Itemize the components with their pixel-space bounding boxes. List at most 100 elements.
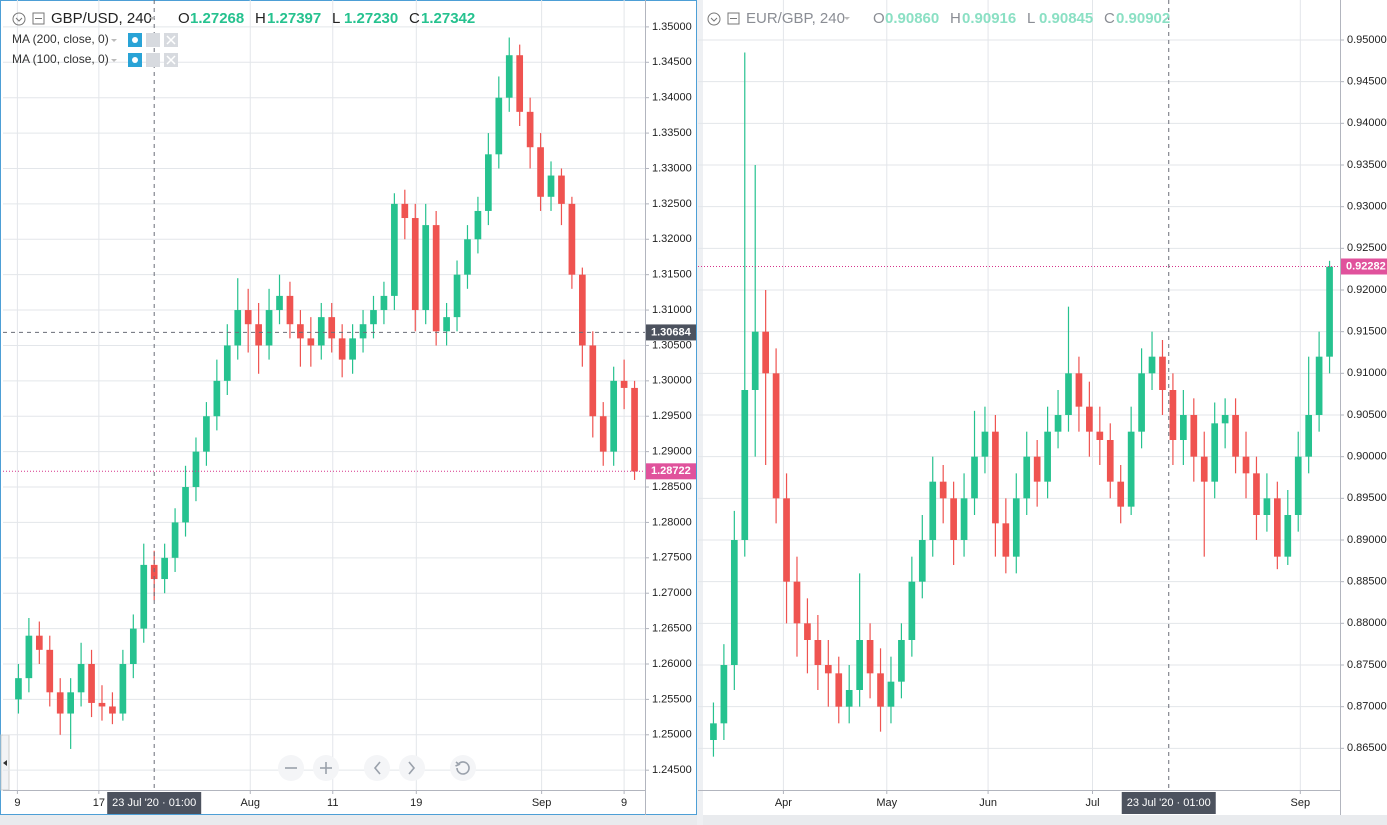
- indicator-dropdown: [111, 39, 117, 42]
- x-tick-label: Aug: [240, 797, 260, 809]
- y-tick-label: 0.88000: [1347, 617, 1387, 629]
- scroll-arrow[interactable]: [3, 760, 7, 766]
- indicator-settings[interactable]: [146, 53, 160, 67]
- crosshair-time-label: 23 Jul '20 · 01:00: [1127, 797, 1211, 809]
- indicator-remove-x: [166, 35, 176, 45]
- candle-body: [1044, 431, 1051, 482]
- candle-body: [443, 317, 450, 332]
- candle-body: [866, 640, 874, 674]
- indicator-remove-x: [166, 55, 176, 65]
- candle-body: [370, 310, 377, 325]
- symbol-menu-icon[interactable]: [12, 12, 26, 26]
- candle-body: [286, 295, 294, 325]
- candle-body: [877, 673, 884, 707]
- indicator-visibility-eye: [132, 37, 138, 43]
- candle-body: [631, 387, 638, 472]
- crosshair-time-box: [1121, 792, 1216, 814]
- candle-body: [908, 581, 916, 640]
- candle-body: [140, 564, 148, 629]
- candle-body: [1033, 456, 1041, 482]
- y-tick-label: 0.95000: [1347, 34, 1387, 46]
- indicator-label: MA (200, close, 0): [12, 32, 109, 46]
- candle-body: [1023, 456, 1031, 499]
- candle-body: [15, 678, 22, 700]
- candle-body: [129, 628, 137, 664]
- y-tick-label: 1.27000: [652, 587, 692, 599]
- y-tick-label: 0.90500: [1347, 409, 1387, 421]
- candle-body: [391, 203, 398, 296]
- candle-body: [411, 218, 419, 311]
- candle-body: [77, 663, 85, 693]
- candle-body: [814, 640, 822, 665]
- candle-body: [1096, 431, 1104, 440]
- last-price-label: 1.28722: [651, 465, 691, 477]
- candle-body: [918, 540, 926, 582]
- y-tick-label: 0.89000: [1347, 534, 1387, 546]
- collapse-icon[interactable]: [32, 12, 45, 25]
- candle-body: [265, 310, 273, 346]
- reset-button[interactable]: [450, 755, 476, 781]
- x-tick-label: Jul: [1085, 797, 1099, 809]
- candle-body: [971, 456, 978, 499]
- y-tick-label: 0.92500: [1347, 242, 1387, 254]
- ohlc-value: 0.90902: [1116, 10, 1170, 27]
- candle-body: [1180, 415, 1187, 440]
- candle-body: [929, 481, 937, 540]
- ohlc-key: L: [332, 10, 340, 27]
- candle-body: [783, 498, 790, 582]
- symbol-menu-icon[interactable]: [707, 12, 721, 26]
- candle-body: [359, 324, 367, 339]
- candle-body: [620, 380, 628, 388]
- candle-body: [824, 665, 832, 674]
- candle-body: [1284, 515, 1292, 557]
- candle-body: [46, 649, 54, 693]
- candle-body: [804, 623, 811, 640]
- ohlc-value: 1.27230: [344, 10, 398, 27]
- candle-body: [1086, 406, 1093, 432]
- y-tick-label: 0.91000: [1347, 367, 1387, 379]
- last-price-box: [646, 463, 696, 480]
- ohlc-key: C: [1104, 10, 1115, 27]
- candle-body: [599, 416, 607, 452]
- scroll-right-button[interactable]: [399, 755, 425, 781]
- candle-body: [276, 295, 283, 311]
- y-tick-label: 0.86500: [1347, 742, 1387, 754]
- candle-body: [244, 310, 252, 325]
- ohlc-key: H: [950, 10, 961, 27]
- candle-body: [1148, 356, 1156, 374]
- candle-body: [981, 431, 989, 457]
- scroll-left-button[interactable]: [364, 755, 390, 781]
- candle-body: [1253, 473, 1260, 515]
- candle-body: [432, 225, 440, 332]
- candle-body: [516, 55, 524, 112]
- candle-body: [380, 295, 388, 311]
- candle-body: [35, 635, 43, 650]
- y-tick-label: 1.34500: [652, 56, 692, 68]
- ohlc-value: 1.27268: [190, 10, 244, 27]
- indicator-settings[interactable]: [146, 33, 160, 47]
- y-tick-label: 1.35000: [652, 21, 692, 33]
- candle-body: [741, 390, 749, 540]
- candle-body: [772, 373, 780, 499]
- candle-body: [234, 310, 242, 346]
- candle-body: [537, 147, 544, 197]
- x-tick-label: 17: [93, 797, 105, 809]
- candle-body: [192, 451, 200, 488]
- candle-body: [1054, 415, 1062, 432]
- crosshair-price-box: [646, 324, 696, 341]
- y-tick-label: 1.28000: [652, 516, 692, 528]
- candle-body: [1127, 431, 1135, 507]
- y-tick-label: 1.34000: [652, 92, 692, 104]
- collapse-icon[interactable]: [727, 12, 740, 25]
- y-tick-label: 1.30500: [652, 339, 692, 351]
- candle-body: [526, 111, 534, 148]
- candle-body: [317, 317, 325, 346]
- y-tick-label: 1.33500: [652, 127, 692, 139]
- ohlc-key: C: [409, 10, 420, 27]
- y-tick-label: 1.30000: [652, 375, 692, 387]
- y-tick-label: 1.26000: [652, 658, 692, 670]
- x-tick-label: 11: [327, 797, 338, 809]
- candle-body: [547, 175, 555, 197]
- y-tick-label: 0.87500: [1347, 659, 1387, 671]
